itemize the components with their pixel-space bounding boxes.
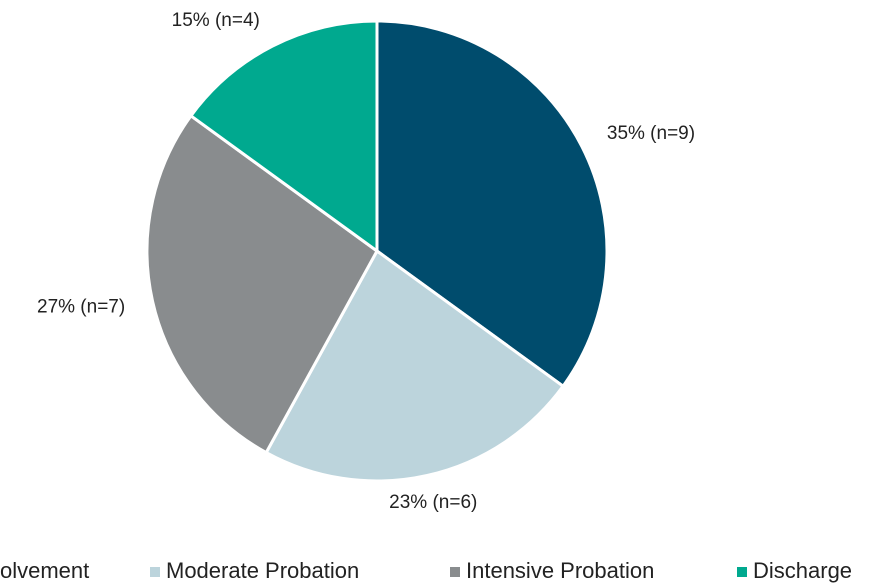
legend-label: Intensive Probation — [466, 558, 654, 583]
pie-slice — [145, 113, 379, 455]
pie-slice — [264, 248, 566, 483]
legend-label: Moderate Probation — [166, 558, 359, 583]
legend-marker — [737, 567, 747, 577]
data-label: 15% (n=4) — [172, 10, 260, 31]
data-label: 35% (n=9) — [607, 123, 695, 144]
data-label: 23% (n=6) — [389, 492, 477, 513]
pie-slice — [188, 19, 379, 254]
legend-marker — [150, 567, 160, 577]
legend-marker — [450, 567, 460, 577]
legend-label: olvement — [0, 558, 89, 583]
pie-slice — [375, 19, 609, 389]
data-label: 27% (n=7) — [37, 296, 125, 317]
legend-label: Discharge — [753, 558, 852, 583]
